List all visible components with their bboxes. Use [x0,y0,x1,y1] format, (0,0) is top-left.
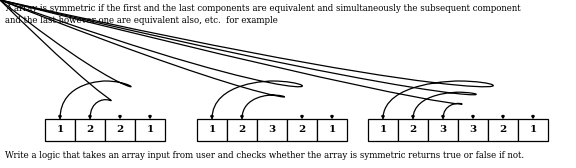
Text: 1: 1 [529,125,537,135]
Text: 2: 2 [410,125,416,135]
Bar [428,119,458,141]
Bar [45,119,75,141]
Text: 2: 2 [238,125,245,135]
Bar [458,119,488,141]
Bar [75,119,105,141]
FancyArrow shape [382,115,384,118]
Text: 1: 1 [380,125,386,135]
Text: 2: 2 [86,125,94,135]
Bar [398,119,428,141]
Bar [105,119,135,141]
Text: 3: 3 [469,125,476,135]
FancyArrow shape [149,115,151,118]
Bar [227,119,257,141]
FancyArrow shape [119,115,122,118]
Bar [518,119,548,141]
Text: 3: 3 [268,125,275,135]
Bar [197,119,227,141]
Text: 1: 1 [328,125,336,135]
Text: Write a logic that takes an array input from user and checks whether the array i: Write a logic that takes an array input … [5,151,524,160]
FancyArrow shape [412,115,414,118]
Text: 1: 1 [56,125,63,135]
Text: 2: 2 [116,125,124,135]
Bar [317,119,347,141]
Bar [257,119,287,141]
Bar [488,119,518,141]
FancyArrow shape [331,115,334,118]
Text: 2: 2 [298,125,306,135]
FancyArrow shape [472,115,474,118]
Text: 3: 3 [439,125,446,135]
FancyArrow shape [502,115,504,118]
FancyArrow shape [241,115,243,118]
Text: 1: 1 [146,125,154,135]
Bar [287,119,317,141]
FancyArrow shape [59,115,61,118]
Bar [135,119,165,141]
FancyArrow shape [442,115,444,118]
Text: A array is symmetric if the first and the last components are equivalent and sim: A array is symmetric if the first and th… [5,4,521,25]
FancyArrow shape [89,115,91,118]
Text: 1: 1 [209,125,215,135]
FancyArrow shape [211,115,213,118]
FancyArrow shape [301,115,303,118]
FancyArrow shape [532,115,535,118]
Bar [368,119,398,141]
Text: 2: 2 [499,125,507,135]
